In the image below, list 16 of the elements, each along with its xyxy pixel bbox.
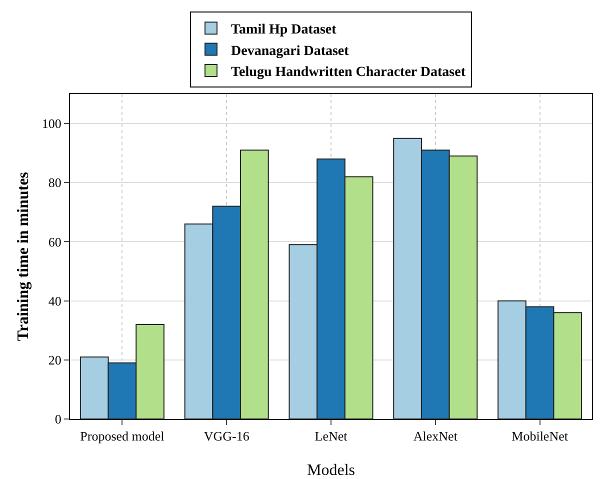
legend-label: Tamil Hp Dataset	[231, 22, 337, 38]
y-tick-label: 60	[48, 234, 62, 250]
y-tick-label: 0	[54, 412, 62, 427]
x-tick-label: LeNet	[314, 428, 348, 444]
legend-label: Telugu Handwritten Character Dataset	[231, 64, 466, 80]
x-axis-title: Models	[307, 462, 355, 479]
y-tick-label: 80	[48, 175, 62, 190]
x-tick-label: Proposed model	[80, 428, 165, 444]
y-tick-label: 100	[42, 116, 62, 132]
y-tick-label: 20	[48, 352, 62, 368]
x-tick-label: VGG-16	[204, 428, 250, 444]
x-tick-label: AlexNet	[413, 428, 458, 444]
y-axis-title: Training time in minutes	[15, 172, 32, 342]
y-tick-label: 40	[48, 293, 62, 308]
legend-label: Devanagari Dataset	[231, 44, 350, 59]
x-tick-label: MobileNet	[512, 428, 568, 444]
